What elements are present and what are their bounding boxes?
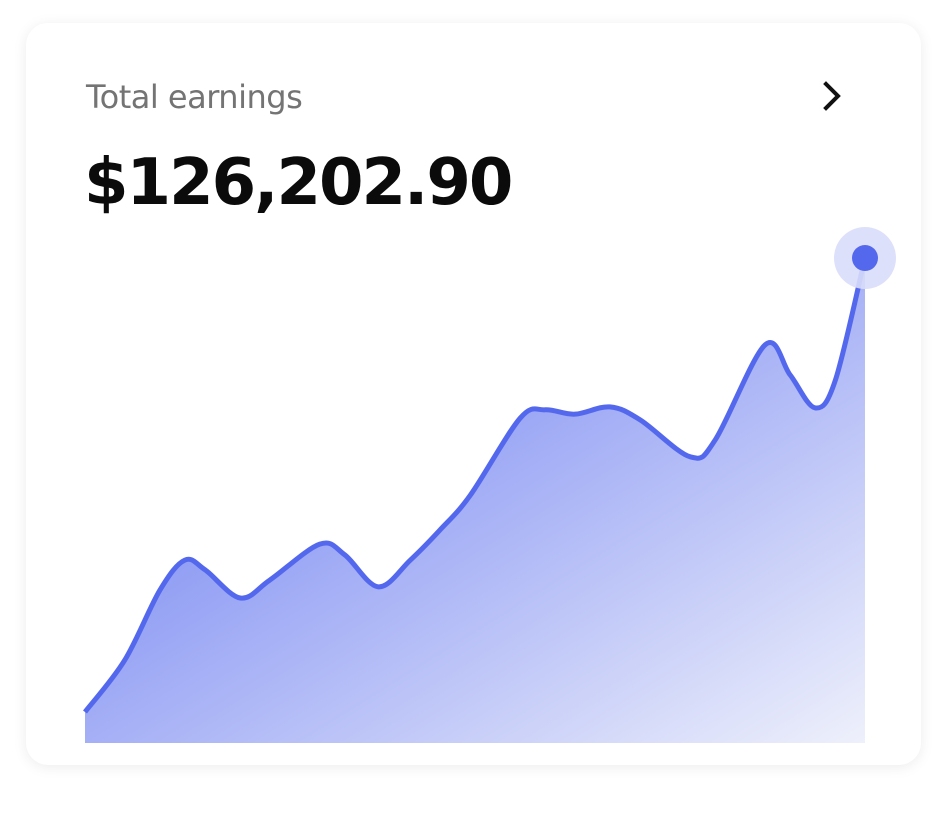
card-title: Total earnings xyxy=(86,78,303,116)
chevron-right-icon[interactable] xyxy=(816,79,850,113)
series-line xyxy=(83,257,868,714)
last-point-marker xyxy=(852,245,878,271)
area-fill xyxy=(85,258,865,743)
earnings-amount: $126,202.90 xyxy=(84,146,513,220)
